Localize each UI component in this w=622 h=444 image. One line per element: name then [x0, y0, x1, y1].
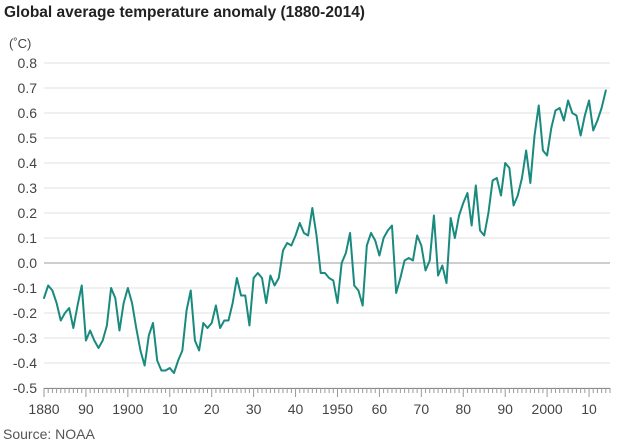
x-tick-label: 10	[162, 401, 178, 417]
source-note: Source: NOAA	[3, 426, 95, 442]
y-tick-label: 0.5	[18, 130, 38, 146]
y-tick-label: -0.3	[13, 330, 37, 346]
y-axis-tick-labels: -0.5 -0.4 -0.3 -0.2 -0.1 0.0 0.1 0.2 0.3 0.4 0.5 0.…	[13, 55, 37, 396]
y-tick-label: 0.1	[18, 230, 38, 246]
y-tick-label: 0.7	[18, 80, 38, 96]
x-tick-label: 30	[246, 401, 262, 417]
x-tick-label: 2000	[532, 401, 563, 417]
y-tick-label: 0.2	[18, 205, 38, 221]
series-line	[43, 89, 607, 374]
x-tick-label: 80	[455, 401, 471, 417]
series-layer	[43, 89, 607, 374]
y-axis-unit-label: (˚C)	[9, 36, 31, 51]
x-tick-label: 1900	[112, 401, 143, 417]
x-tick-label: 10	[581, 401, 597, 417]
y-tick-label: 0.6	[18, 105, 38, 121]
y-tick-label: -0.2	[13, 305, 37, 321]
x-tick-label: 40	[288, 401, 304, 417]
x-axis: 1880 90 1900 10 20 30 40 1950 60 70 80 90 2000 10	[28, 388, 611, 417]
y-tick-label: 0.8	[18, 55, 38, 71]
gridlines	[44, 62, 610, 389]
x-tick-label: 20	[204, 401, 220, 417]
y-tick-label: -0.5	[13, 380, 37, 396]
x-tick-label: 1880	[28, 401, 59, 417]
x-tick-label: 90	[497, 401, 513, 417]
chart-title: Global average temperature anomaly (1880…	[4, 4, 365, 21]
y-tick-label: -0.4	[13, 355, 37, 371]
y-tick-label: 0.3	[18, 180, 38, 196]
x-tick-label: 1950	[322, 401, 353, 417]
x-tick-label: 90	[78, 401, 94, 417]
x-tick-label: 70	[414, 401, 430, 417]
y-tick-label: 0.4	[18, 155, 38, 171]
y-tick-label: 0.0	[18, 255, 38, 271]
y-tick-label: -0.1	[13, 280, 37, 296]
x-tick-label: 60	[372, 401, 388, 417]
